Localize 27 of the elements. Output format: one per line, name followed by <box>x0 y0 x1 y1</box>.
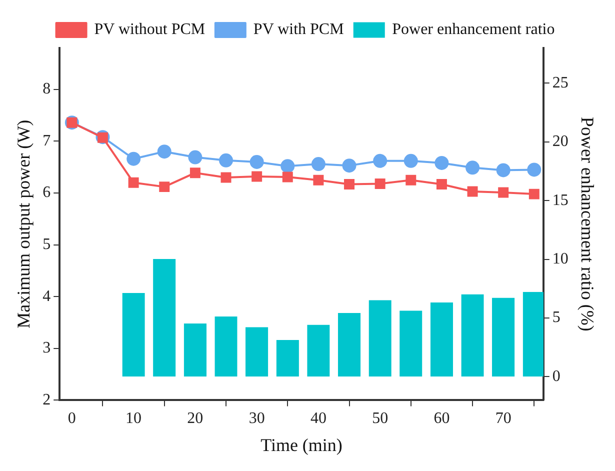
x-tick-label: 60 <box>434 410 450 428</box>
y-tick-label: 4 <box>42 288 51 305</box>
y-tick-label: 7 <box>42 132 51 150</box>
y-tick-label: 6 <box>42 184 51 202</box>
y-tick-label: 3 <box>42 340 51 357</box>
y2-tick-label: 5 <box>552 309 560 326</box>
x-axis-title: Time (min) <box>260 434 342 455</box>
y2-tick-label: 0 <box>552 368 560 385</box>
y-tick-label: 2 <box>42 391 51 408</box>
x-tick-label: 20 <box>187 410 204 428</box>
x-tick-label: 70 <box>495 410 512 428</box>
y2-axis-title: Power enhancement ratio (%) <box>577 116 598 332</box>
x-tick-label: 30 <box>248 410 265 428</box>
x-tick-label: 0 <box>68 410 76 428</box>
x-tick-label: 10 <box>126 410 142 428</box>
y-axis-title: Maximum output power (W) <box>14 120 34 328</box>
legend-label: PV with PCM <box>253 21 344 38</box>
y-tick-label: 8 <box>42 80 51 98</box>
x-tick-label: 50 <box>372 410 388 428</box>
y2-tick-label: 10 <box>552 250 568 268</box>
y2-tick-label: 20 <box>552 133 568 150</box>
y2-tick-label: 25 <box>552 74 568 92</box>
x-tick-label: 40 <box>310 410 326 428</box>
legend-label: Power enhancement ratio <box>392 21 555 38</box>
y-tick-label: 5 <box>42 236 51 254</box>
legend-label: PV without PCM <box>94 21 206 38</box>
y2-tick-label: 15 <box>552 192 568 209</box>
